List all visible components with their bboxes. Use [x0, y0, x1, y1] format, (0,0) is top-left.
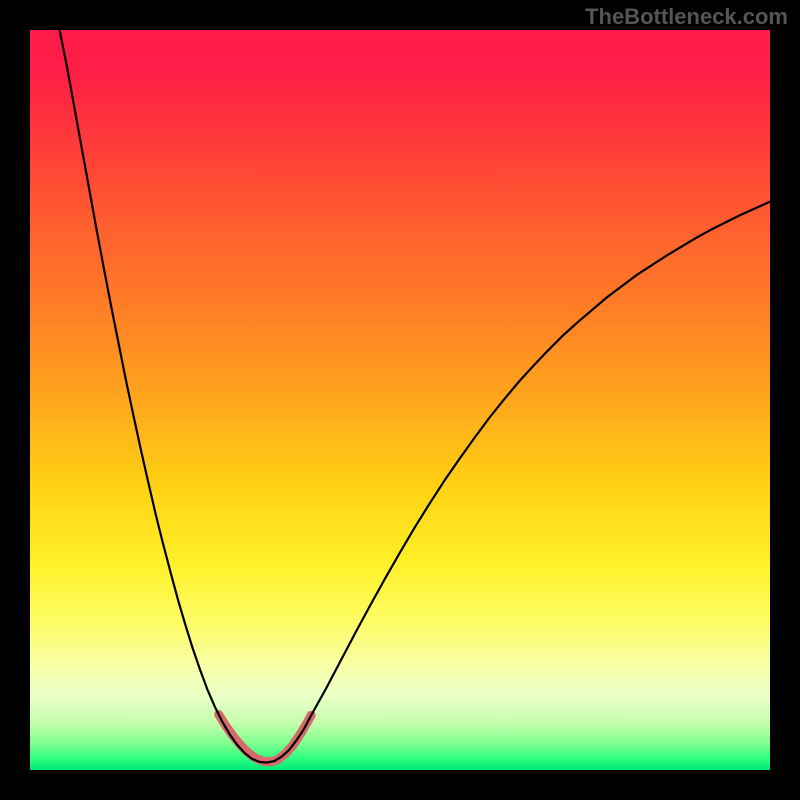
chart-plot-area — [30, 30, 770, 770]
chart-svg-layer — [30, 30, 770, 770]
curve-path — [60, 30, 770, 763]
watermark-text: TheBottleneck.com — [585, 4, 788, 30]
